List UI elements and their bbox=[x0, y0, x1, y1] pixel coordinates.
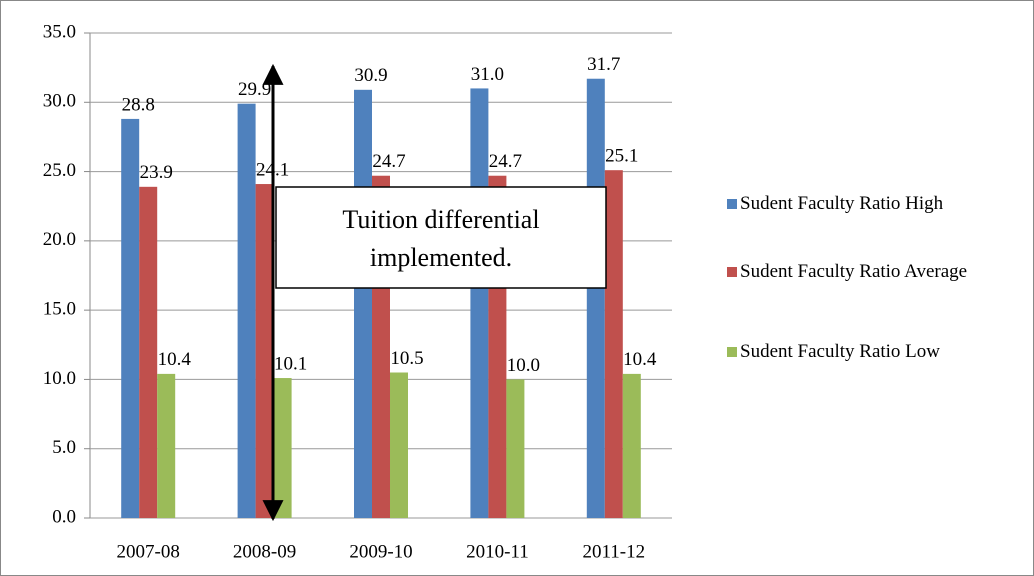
legend-entry: Sudent Faculty Ratio Average bbox=[727, 258, 1027, 286]
data-label: 23.9 bbox=[140, 162, 173, 183]
y-tick-label: 35.0 bbox=[43, 21, 76, 42]
data-label: 31.7 bbox=[587, 54, 620, 75]
legend-swatch bbox=[727, 347, 737, 357]
data-label: 10.1 bbox=[274, 353, 307, 374]
bar bbox=[157, 373, 176, 518]
y-tick-label: 30.0 bbox=[43, 91, 76, 112]
bar bbox=[121, 118, 140, 519]
bar bbox=[622, 373, 641, 518]
x-tick-label: 2011-12 bbox=[582, 541, 645, 562]
bar bbox=[354, 89, 372, 519]
bar bbox=[390, 372, 408, 518]
data-label: 24.1 bbox=[256, 159, 289, 180]
legend-label: Sudent Faculty Ratio Average bbox=[740, 261, 968, 282]
bar bbox=[586, 78, 605, 518]
bar bbox=[470, 88, 489, 518]
data-label: 10.0 bbox=[507, 355, 540, 376]
annotation-text: Tuition differential bbox=[342, 205, 539, 234]
legend-label: Sudent Faculty Ratio Low bbox=[740, 341, 941, 362]
bar bbox=[273, 378, 292, 518]
legend-swatch bbox=[727, 199, 737, 209]
legend-entry: Sudent Faculty Ratio Low bbox=[727, 338, 1027, 366]
legend-swatch bbox=[727, 267, 737, 277]
y-tick-label: 25.0 bbox=[43, 160, 76, 181]
bar bbox=[506, 379, 525, 518]
bar bbox=[139, 186, 158, 519]
x-tick-label: 2010-11 bbox=[466, 541, 529, 562]
y-tick-label: 15.0 bbox=[43, 299, 76, 320]
bar bbox=[255, 184, 274, 519]
legend-entry: Sudent Faculty Ratio High bbox=[727, 190, 1027, 218]
data-label: 30.9 bbox=[354, 65, 387, 86]
bar bbox=[604, 170, 623, 518]
annotation-text: implemented. bbox=[370, 243, 512, 272]
bar bbox=[237, 103, 256, 519]
y-tick-label: 0.0 bbox=[52, 506, 76, 527]
data-label: 25.1 bbox=[605, 146, 638, 167]
data-label: 31.0 bbox=[471, 64, 504, 85]
annotation-box bbox=[275, 186, 607, 289]
x-tick-label: 2009-10 bbox=[349, 541, 412, 562]
x-tick-label: 2007-08 bbox=[117, 541, 180, 562]
y-tick-label: 5.0 bbox=[52, 437, 76, 458]
y-tick-label: 10.0 bbox=[43, 368, 76, 389]
data-label: 10.4 bbox=[158, 349, 192, 370]
legend-label: Sudent Faculty Ratio High bbox=[740, 193, 944, 214]
data-label: 24.7 bbox=[489, 151, 522, 172]
data-label: 24.7 bbox=[372, 151, 405, 172]
data-label: 28.8 bbox=[122, 94, 155, 115]
data-label: 10.5 bbox=[390, 348, 423, 369]
data-label: 29.9 bbox=[238, 79, 271, 100]
x-tick-label: 2008-09 bbox=[233, 541, 296, 562]
y-tick-label: 20.0 bbox=[43, 229, 76, 250]
data-label: 10.4 bbox=[623, 349, 657, 370]
